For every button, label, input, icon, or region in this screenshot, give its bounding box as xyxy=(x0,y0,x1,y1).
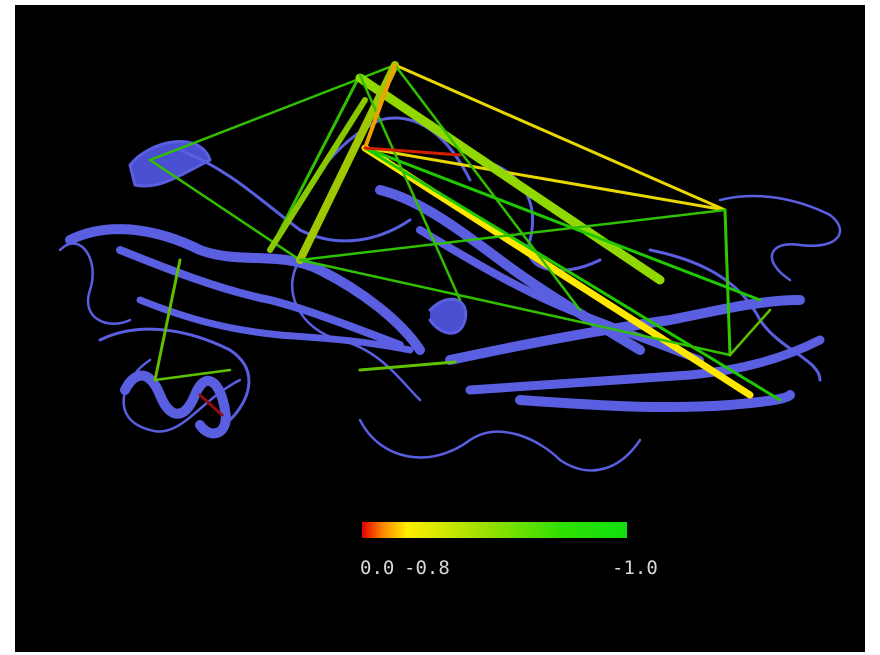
colorbar-label: -0.8 xyxy=(404,557,450,579)
colorbar-label: -1.0 xyxy=(612,557,658,579)
colorbar-label: 0.0 xyxy=(360,557,394,579)
viewer: 0.0 -0.8 -1.0 xyxy=(0,0,880,655)
colorbar xyxy=(362,522,627,538)
